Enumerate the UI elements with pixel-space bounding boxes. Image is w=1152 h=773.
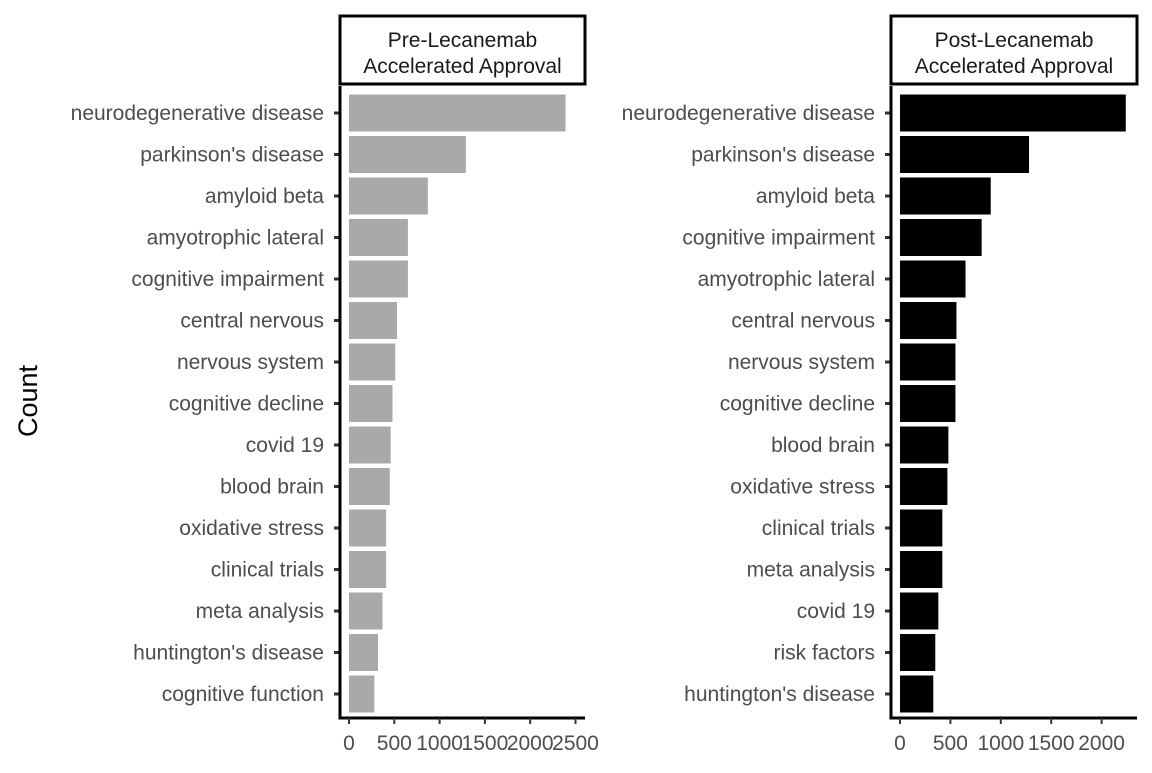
bar: [349, 219, 408, 256]
category-label: cognitive decline: [169, 393, 324, 416]
bar: [349, 136, 466, 173]
category-label: covid 19: [246, 434, 324, 457]
facet-title-line: Post-Lecanemab: [935, 29, 1094, 52]
bar: [349, 426, 391, 464]
facet-title-line: Accelerated Approval: [363, 55, 561, 78]
x-tick-label: 1000: [416, 732, 463, 755]
facet-title-line: Pre-Lecanemab: [388, 29, 537, 52]
category-label: blood brain: [220, 476, 324, 499]
bar: [900, 177, 991, 215]
category-label: huntington's disease: [133, 642, 324, 665]
y-axis-label: Count: [13, 364, 43, 437]
category-label: central nervous: [180, 310, 324, 333]
category-label: oxidative stress: [730, 476, 875, 499]
bar: [349, 551, 387, 588]
bar: [900, 385, 956, 422]
bar: [900, 634, 936, 671]
bar: [349, 468, 390, 505]
category-label: amyloid beta: [205, 185, 324, 208]
panel-post: Post-Lecanemab Accelerated Approval neurod…: [622, 14, 1139, 755]
bar: [349, 94, 566, 132]
category-label: nervous system: [728, 351, 875, 374]
bar: [900, 592, 939, 630]
bar: [900, 426, 949, 464]
category-label: parkinson's disease: [691, 144, 875, 167]
x-tick-label: 500: [933, 732, 968, 755]
bar: [349, 509, 387, 547]
category-label: cognitive decline: [720, 393, 875, 416]
category-label: blood brain: [771, 434, 875, 457]
category-label: cognitive impairment: [131, 268, 324, 291]
bar: [900, 94, 1126, 132]
bar: [349, 260, 408, 298]
category-label: parkinson's disease: [140, 144, 324, 167]
panel-pre: Pre-Lecanemab Accelerated Approval neurode…: [71, 14, 599, 755]
facet-strip: [338, 14, 587, 86]
facet-title: Pre-Lecanemab Accelerated Approval: [363, 29, 561, 78]
bar: [900, 551, 943, 588]
facet-title-line: Accelerated Approval: [915, 55, 1113, 78]
category-label: central nervous: [731, 310, 875, 333]
x-tick-label: 0: [894, 732, 906, 755]
category-label: cognitive impairment: [682, 227, 875, 250]
facet-title: Post-Lecanemab Accelerated Approval: [915, 29, 1113, 78]
x-tick-label: 500: [377, 732, 412, 755]
bar: [349, 302, 398, 339]
bar: [900, 302, 957, 339]
x-tick-label: 1000: [977, 732, 1024, 755]
bar: [900, 219, 982, 256]
category-label: meta analysis: [196, 600, 324, 623]
bar: [900, 675, 934, 713]
x-tick-label: 2500: [552, 732, 599, 755]
category-label: clinical trials: [211, 559, 324, 582]
category-label: meta analysis: [747, 559, 875, 582]
x-tick-label: 1500: [1028, 732, 1075, 755]
category-label: amyloid beta: [756, 185, 875, 208]
category-label: oxidative stress: [179, 517, 324, 540]
category-label: clinical trials: [762, 517, 875, 540]
bar: [349, 592, 383, 630]
bar: [900, 509, 943, 547]
x-tick-label: 2000: [507, 732, 554, 755]
category-label: nervous system: [177, 351, 324, 374]
category-label: amyotrophic lateral: [698, 268, 875, 291]
bar: [900, 260, 966, 298]
bar: [349, 343, 396, 381]
category-label: neurodegenerative disease: [622, 102, 875, 125]
x-tick-label: 1500: [462, 732, 509, 755]
category-label: amyotrophic lateral: [147, 227, 324, 250]
bar: [900, 343, 956, 381]
facet-strip: [889, 14, 1139, 86]
category-label: covid 19: [797, 600, 875, 623]
category-label: cognitive function: [162, 683, 324, 706]
bar: [349, 634, 378, 671]
x-tick-label: 0: [343, 732, 355, 755]
category-label: risk factors: [773, 642, 875, 665]
bar: [349, 385, 393, 422]
category-label: huntington's disease: [684, 683, 875, 706]
bar: [900, 468, 948, 505]
bar: [349, 675, 375, 713]
x-tick-label: 2000: [1078, 732, 1125, 755]
category-label: neurodegenerative disease: [71, 102, 324, 125]
bar: [900, 136, 1030, 173]
bar: [349, 177, 428, 215]
